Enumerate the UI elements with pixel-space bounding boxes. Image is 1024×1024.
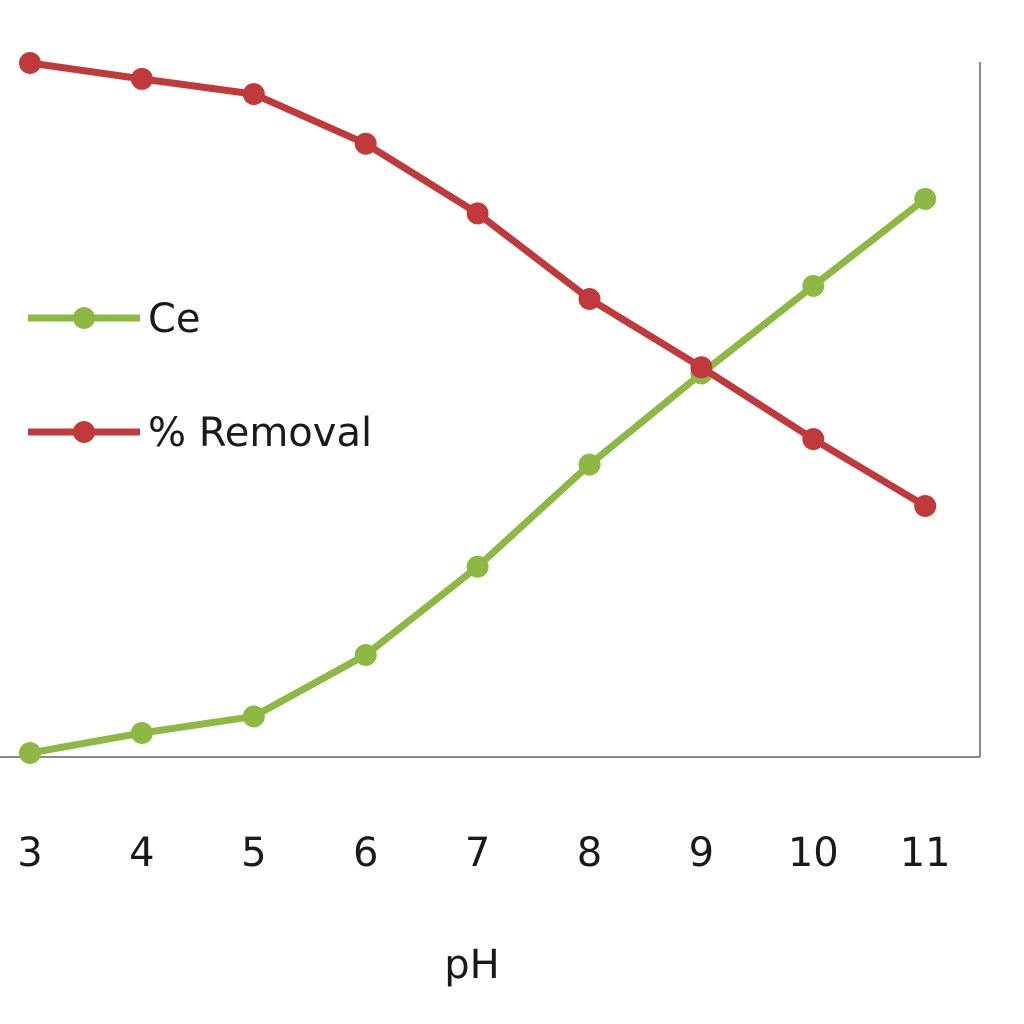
data-point-removal-4 xyxy=(466,202,489,225)
x-tick-label: 5 xyxy=(241,830,266,876)
x-tick-label: 11 xyxy=(900,830,951,876)
data-point-ce-5 xyxy=(578,453,601,476)
plot-frame xyxy=(0,62,981,758)
legend: Ce % Removal xyxy=(28,296,372,456)
x-axis-title: pH xyxy=(444,942,499,988)
data-point-ce-4 xyxy=(466,555,489,578)
data-point-removal-8 xyxy=(914,495,937,517)
series-layer xyxy=(19,52,937,764)
data-point-ce-2 xyxy=(242,705,265,728)
data-point-ce-3 xyxy=(354,644,377,666)
x-tick-label: 7 xyxy=(465,830,490,876)
data-point-removal-0 xyxy=(19,52,41,74)
x-tick-label: 8 xyxy=(577,830,602,876)
series-line-ce xyxy=(26,195,929,757)
data-point-removal-2 xyxy=(242,83,265,106)
data-point-ce-7 xyxy=(802,274,825,297)
legend-swatch-marker-ce xyxy=(73,307,95,329)
data-point-ce-0 xyxy=(19,742,41,764)
legend-label-ce: Ce xyxy=(148,296,201,342)
x-tick-labels: 3 4 5 6 7 8 9 10 11 xyxy=(17,830,950,876)
legend-label-removal: % Removal xyxy=(148,410,372,456)
data-point-ce-1 xyxy=(130,722,153,744)
x-tick-label: 9 xyxy=(689,830,714,876)
x-tick-label: 10 xyxy=(788,830,839,876)
data-point-removal-7 xyxy=(802,428,825,451)
data-point-ce-8 xyxy=(914,187,937,210)
legend-swatch-marker-removal xyxy=(73,421,95,443)
data-point-removal-3 xyxy=(354,132,377,155)
x-tick-label: 4 xyxy=(129,830,154,876)
data-point-removal-1 xyxy=(130,67,153,90)
x-tick-label: 3 xyxy=(17,830,42,876)
data-point-removal-6 xyxy=(690,356,713,379)
data-point-removal-5 xyxy=(578,288,601,310)
x-tick-label: 6 xyxy=(353,830,378,876)
